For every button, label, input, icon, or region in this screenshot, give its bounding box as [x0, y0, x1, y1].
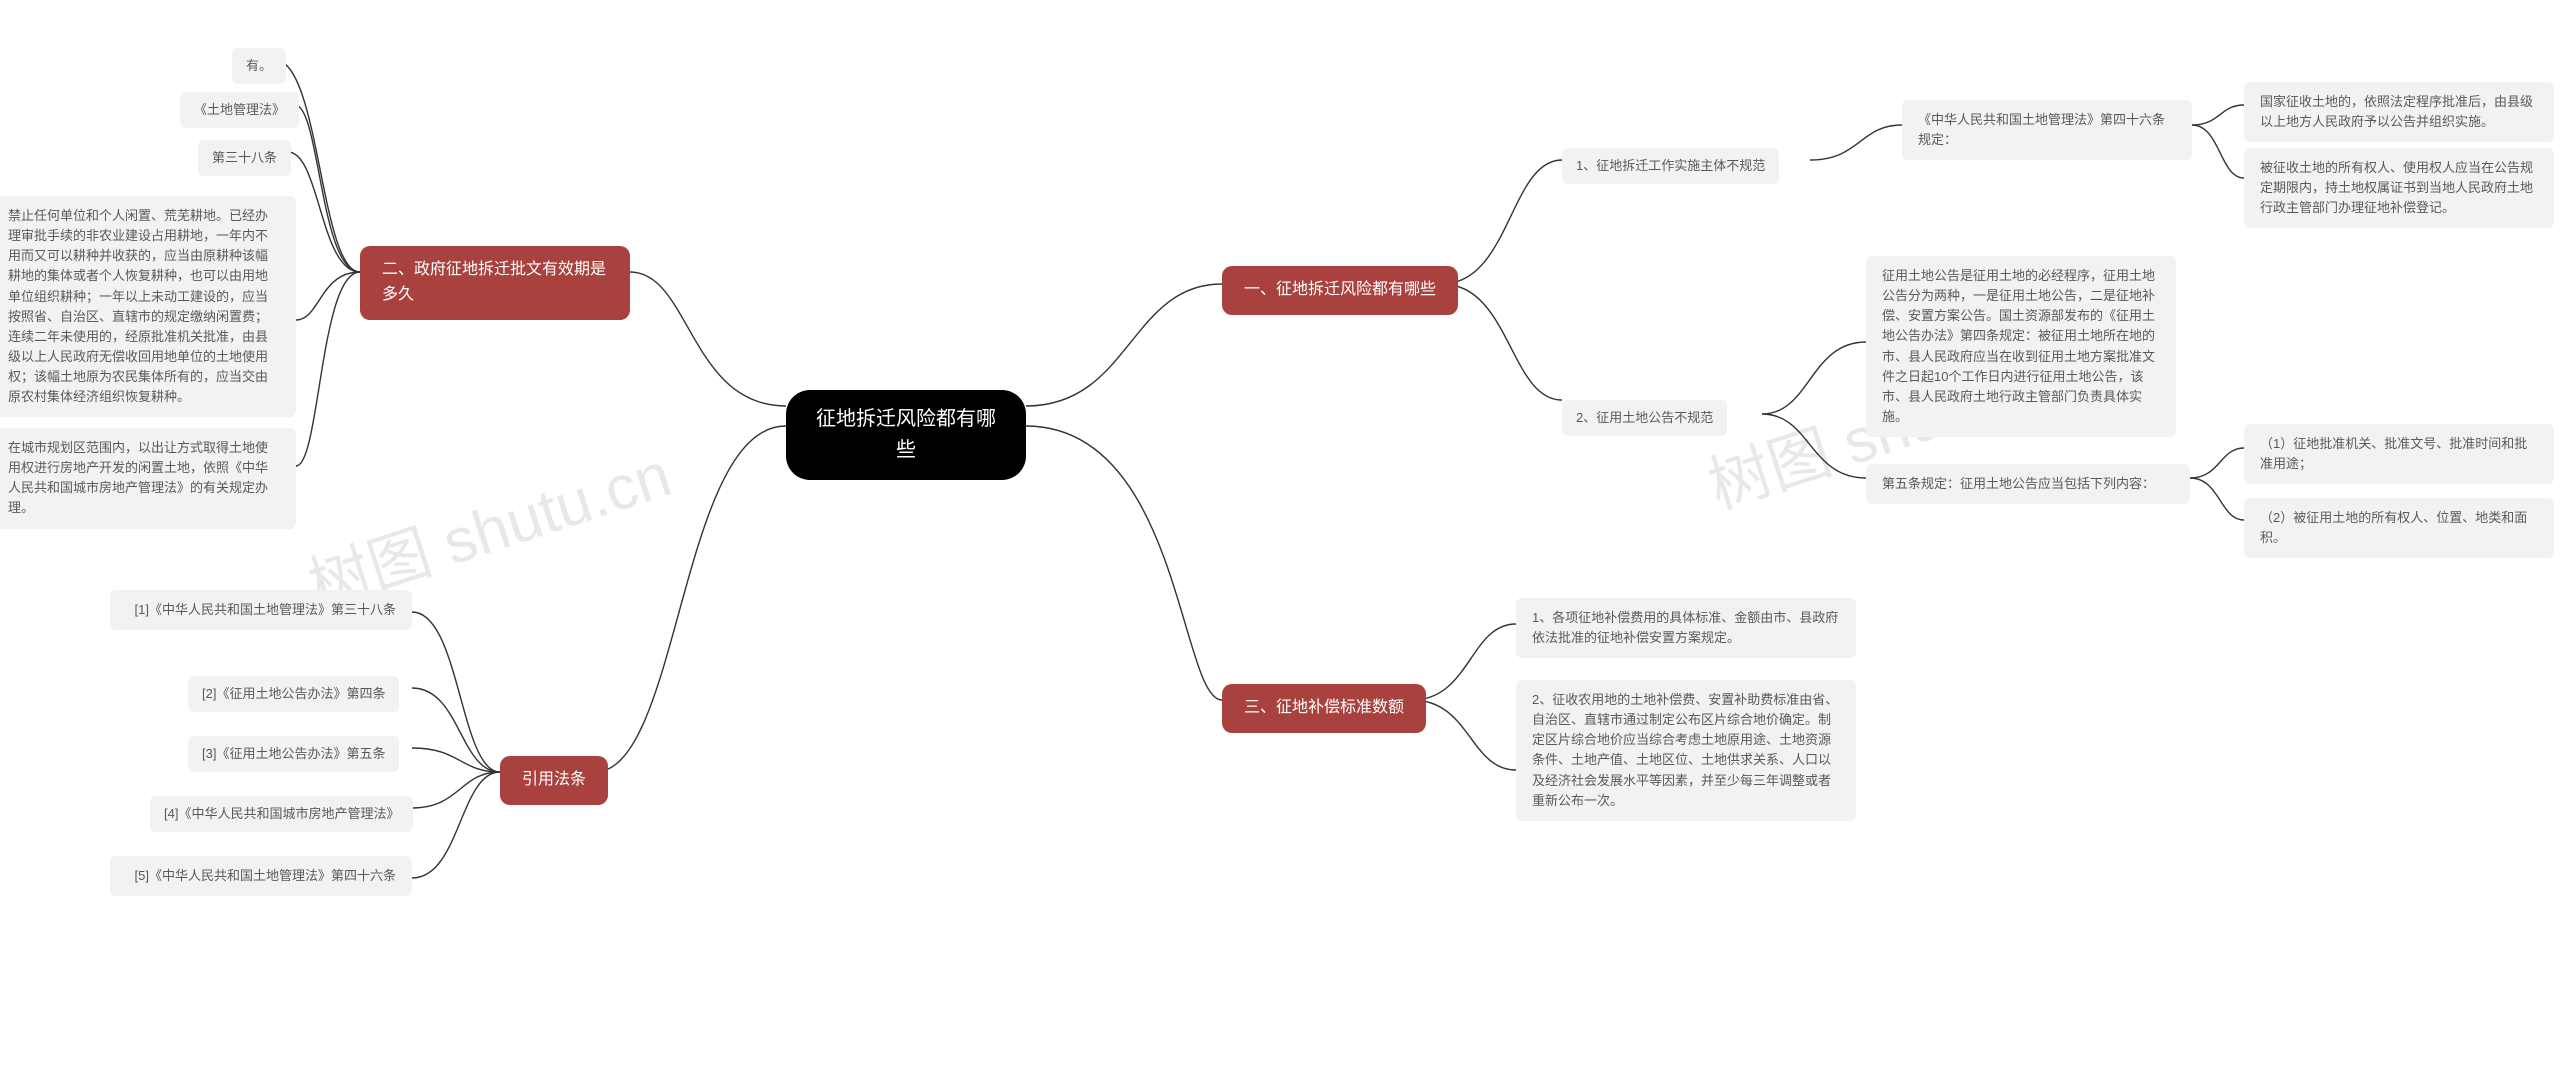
branch2-d3: 第三十八条	[198, 140, 291, 176]
branch-3: 三、征地补偿标准数额	[1222, 684, 1426, 733]
branch4-d2: [2]《征用土地公告办法》第四条	[188, 676, 399, 712]
branch1-sub2-art5-d2: （2）被征用土地的所有权人、位置、地类和面积。	[2244, 498, 2554, 558]
branch-4: 引用法条	[500, 756, 608, 805]
branch1-sub1-law-d2: 被征收土地的所有权人、使用权人应当在公告规定期限内，持土地权属证书到当地人民政府…	[2244, 148, 2554, 228]
branch-1: 一、征地拆迁风险都有哪些	[1222, 266, 1458, 315]
branch2-d2: 《土地管理法》	[180, 92, 299, 128]
branch2-d1: 有。	[232, 48, 286, 84]
branch2-d4: 禁止任何单位和个人闲置、荒芜耕地。已经办理审批手续的非农业建设占用耕地，一年内不…	[0, 196, 296, 417]
branch4-d5: [5]《中华人民共和国土地管理法》第四十六条	[110, 856, 412, 896]
branch1-sub1-law: 《中华人民共和国土地管理法》第四十六条规定：	[1902, 100, 2192, 160]
root-node: 征地拆迁风险都有哪些	[786, 390, 1026, 480]
branch1-sub1: 1、征地拆迁工作实施主体不规范	[1562, 148, 1779, 184]
branch-2: 二、政府征地拆迁批文有效期是多久	[360, 246, 630, 320]
branch1-sub2-art5-d1: （1）征地批准机关、批准文号、批准时间和批准用途；	[2244, 424, 2554, 484]
branch1-sub2-detail: 征用土地公告是征用土地的必经程序，征用土地公告分为两种，一是征用土地公告，二是征…	[1866, 256, 2176, 437]
branch1-sub1-law-d1: 国家征收土地的，依照法定程序批准后，由县级以上地方人民政府予以公告并组织实施。	[2244, 82, 2554, 142]
connector-layer	[0, 0, 2560, 1082]
branch2-d5: 在城市规划区范围内，以出让方式取得土地使用权进行房地产开发的闲置土地，依照《中华…	[0, 428, 296, 529]
branch3-d1: 1、各项征地补偿费用的具体标准、金额由市、县政府依法批准的征地补偿安置方案规定。	[1516, 598, 1856, 658]
branch1-sub2-art5: 第五条规定：征用土地公告应当包括下列内容：	[1866, 464, 2190, 504]
branch4-d1: [1]《中华人民共和国土地管理法》第三十八条	[110, 590, 412, 630]
branch1-sub2: 2、征用土地公告不规范	[1562, 400, 1727, 436]
branch3-d2: 2、征收农用地的土地补偿费、安置补助费标准由省、自治区、直辖市通过制定公布区片综…	[1516, 680, 1856, 821]
branch4-d4: [4]《中华人民共和国城市房地产管理法》	[150, 796, 413, 832]
branch4-d3: [3]《征用土地公告办法》第五条	[188, 736, 399, 772]
